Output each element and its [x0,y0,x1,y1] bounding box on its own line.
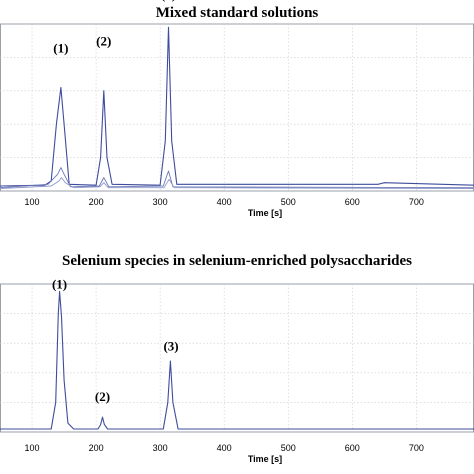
x-tick-label: 200 [89,197,104,207]
peak-label: (2) [95,389,110,404]
peak-label: (3) [163,339,178,354]
series-line [0,167,474,189]
peak-label: (2) [96,34,111,49]
x-tick-label: 500 [281,443,296,453]
x-tick-label: 700 [409,197,424,207]
x-axis-label: Time [s] [248,208,282,218]
x-tick-label: 500 [281,197,296,207]
x-tick-label: 400 [217,443,232,453]
plot-area [0,23,474,192]
peak-label: (3) [161,0,176,2]
x-tick-label: 300 [153,443,168,453]
x-tick-label: 700 [409,443,424,453]
chart-title: Mixed standard solutions [155,5,319,21]
peak-label: (1) [53,40,68,55]
series-line [0,177,474,189]
x-tick-label: 600 [345,443,360,453]
series-line [0,290,474,430]
peak-label: (1) [52,276,67,291]
chromatogram-chart-2: 100 200 300 400 500 600 700 Time [s] (1) (2) (3) [0,276,474,464]
chart-panel-2: Selenium species in selenium-enriched po… [0,237,474,474]
x-tick-label: 400 [217,197,232,207]
x-tick-label: 600 [345,197,360,207]
series-line [0,26,474,187]
chromatogram-chart-1: 100 200 300 400 500 600 700 Time [s] (1) (2) (3) [0,0,474,218]
chart-title: Selenium species in selenium-enriched po… [62,253,412,269]
x-tick-label: 100 [25,197,40,207]
plot-area [0,283,474,433]
x-axis-label: Time [s] [248,454,282,464]
x-tick-label: 200 [89,443,104,453]
x-tick-label: 300 [153,197,168,207]
x-tick-label: 100 [25,443,40,453]
chart-panel-1: Mixed standard solutions 100 200 300 400 500… [0,0,474,218]
